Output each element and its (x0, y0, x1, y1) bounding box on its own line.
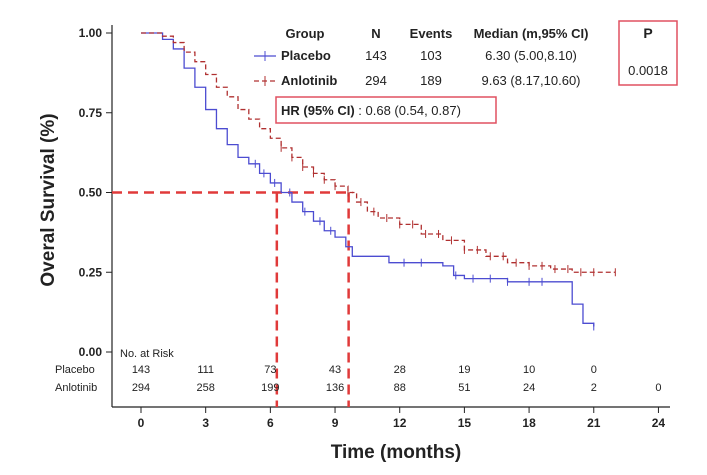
hr-value: : 0.68 (0.54, 0.87) (355, 103, 461, 118)
legend-events-anlotinib: 189 (420, 73, 442, 88)
x-tick-label: 12 (393, 416, 407, 430)
y-tick-label: 0.75 (79, 106, 103, 120)
x-tick-label: 9 (332, 416, 339, 430)
risk-value-anlotinib: 136 (326, 382, 344, 394)
risk-value-placebo: 73 (264, 364, 276, 376)
risk-table-title: No. at Risk (120, 348, 174, 360)
risk-value-placebo: 19 (458, 364, 470, 376)
y-tick-label: 0.00 (79, 345, 103, 359)
hr-box (275, 96, 497, 124)
risk-value-anlotinib: 2 (591, 382, 597, 394)
curve-placebo (141, 32, 595, 327)
risk-value-placebo: 111 (197, 364, 214, 376)
legend-n-anlotinib: 294 (365, 73, 387, 88)
risk-value-anlotinib: 51 (458, 382, 470, 394)
x-tick-label: 15 (458, 416, 472, 430)
x-tick-label: 6 (267, 416, 274, 430)
x-tick-label: 0 (138, 416, 145, 430)
legend-n-placebo: 143 (365, 48, 387, 63)
p-header: P (643, 25, 652, 41)
risk-value-anlotinib: 294 (132, 382, 150, 394)
risk-row-label-anlotinib: Anlotinib (55, 382, 97, 394)
x-axis-title: Time (months) (331, 442, 462, 463)
x-tick-label: 24 (652, 416, 666, 430)
risk-value-placebo: 0 (591, 364, 597, 376)
x-tick-label: 18 (522, 416, 536, 430)
legend-header: N (371, 26, 380, 41)
risk-value-anlotinib: 24 (523, 382, 535, 394)
legend-median-anlotinib: 9.63 (8.17,10.60) (481, 73, 580, 88)
risk-value-anlotinib: 258 (197, 382, 215, 394)
legend-header: Median (m,95% CI) (474, 26, 589, 41)
y-tick-label: 1.00 (79, 26, 103, 40)
legend-label-anlotinib: Anlotinib (281, 73, 337, 88)
risk-value-anlotinib: 199 (261, 382, 279, 394)
hr-text: HR (95% CI) : 0.68 (0.54, 0.87) (281, 103, 461, 118)
p-value: 0.0018 (628, 63, 668, 78)
risk-value-placebo: 143 (132, 364, 150, 376)
legend-header: Events (410, 26, 453, 41)
risk-row-label-placebo: Placebo (55, 364, 95, 376)
y-axis-title: Overal Survival (%) (38, 113, 59, 286)
curve-anlotinib (141, 32, 616, 273)
risk-value-placebo: 10 (523, 364, 535, 376)
risk-value-placebo: 43 (329, 364, 341, 376)
y-tick-label: 0.25 (79, 265, 103, 279)
y-tick-label: 0.50 (79, 186, 103, 200)
risk-value-anlotinib: 88 (394, 382, 406, 394)
legend-events-placebo: 103 (420, 48, 442, 63)
legend-median-placebo: 6.30 (5.00,8.10) (485, 48, 577, 63)
risk-value-placebo: 28 (394, 364, 406, 376)
p-value-box (618, 20, 678, 86)
plot-area: 0.00 0.25 0.50 0.75 1.00 0 3 6 9 12 15 18 21 24 Time (… (38, 20, 678, 463)
risk-value-anlotinib: 0 (655, 382, 661, 394)
x-tick-label: 21 (587, 416, 601, 430)
hr-label: HR (95% CI) (281, 103, 355, 118)
legend-header: Group (286, 26, 325, 41)
x-tick-label: 3 (202, 416, 209, 430)
legend-label-placebo: Placebo (281, 48, 331, 63)
